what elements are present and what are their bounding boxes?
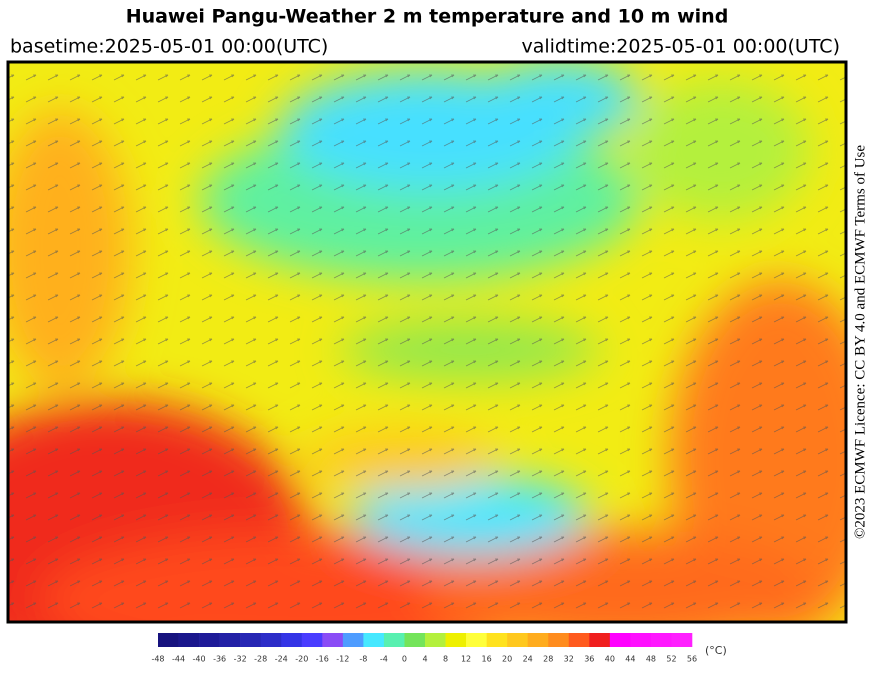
colorbar-segment [445,633,467,647]
colorbar-segment [260,633,282,647]
colorbar-tick-label: -48 [151,655,164,664]
colorbar-segment [404,633,426,647]
colorbar-segment [240,633,261,647]
colorbar-segment [425,633,446,647]
colorbar-tick-label: -28 [254,655,267,664]
colorbar-segment [671,633,693,647]
colorbar-tick-label: 44 [625,655,635,664]
colorbar-tick-label: 32 [564,655,574,664]
colorbar-segment [158,633,179,647]
colorbar-segment [466,633,487,647]
colorbar-segment [527,633,549,647]
basetime: basetime:2025-05-01 00:00(UTC) [10,36,328,58]
colorbar-segment [609,633,631,647]
colorbar-tick-label: 0 [402,655,407,664]
title: Huawei Pangu-Weather 2 m temperature and… [126,6,729,28]
colorbar: -48 -44 -40 -36 -32 -28 -24 -20 -16 -12 -8 -4 0 4 8 12 1… [151,633,697,664]
colorbar-segment [568,633,590,647]
colorbar-segment [342,633,364,647]
colorbar-segment [548,633,570,647]
colorbar-segment [383,633,405,647]
colorbar-tick-label: 20 [502,655,512,664]
colorbar-tick-label: 52 [666,655,676,664]
colorbar-segment [281,633,303,647]
colorbar-segment [589,633,611,647]
colorbar-tick-label: 36 [584,655,594,664]
colorbar-tick-label: 40 [605,655,615,664]
colorbar-tick-label: -40 [193,655,206,664]
colorbar-tick-label: 48 [646,655,656,664]
colorbar-tick-label: -24 [275,655,288,664]
colorbar-tick-label: 24 [523,655,533,664]
colorbar-tick-label: 4 [422,655,427,664]
colorbar-tick-label: 56 [687,655,697,664]
colorbar-tick-label: -4 [380,655,388,664]
colorbar-segment [178,633,200,647]
licence: ©2023 ECMWF Licence: CC BY 4.0 and ECMWF… [852,145,868,539]
map-frame [6,60,848,624]
colorbar-tick-label: -32 [234,655,247,664]
colorbar-tick-label: 8 [443,655,448,664]
colorbar-segment [486,633,508,647]
colorbar-tick-label: -20 [295,655,308,664]
colorbar-tick-label: -44 [172,655,185,664]
colorbar-tick-label: -16 [316,655,329,664]
colorbar-segment [630,633,652,647]
validtime: validtime:2025-05-01 00:00(UTC) [521,36,840,58]
colorbar-segment [650,633,672,647]
colorbar-segment [363,633,385,647]
colorbar-segment [199,633,220,647]
colorbar-tick-label: 16 [482,655,492,664]
colorbar-segment [301,633,323,647]
colorbar-tick-label: 12 [461,655,471,664]
colorbar-tick-label: -12 [336,655,349,664]
colorbar-segment [219,633,241,647]
colorbar-segment [507,633,528,647]
map [8,62,846,622]
colorbar-tick-label: 28 [543,655,553,664]
colorbar-segment [322,633,344,647]
colorbar-unit: (°C) [705,644,727,657]
colorbar-tick-label: -36 [213,655,226,664]
colorbar-tick-label: -8 [359,655,367,664]
